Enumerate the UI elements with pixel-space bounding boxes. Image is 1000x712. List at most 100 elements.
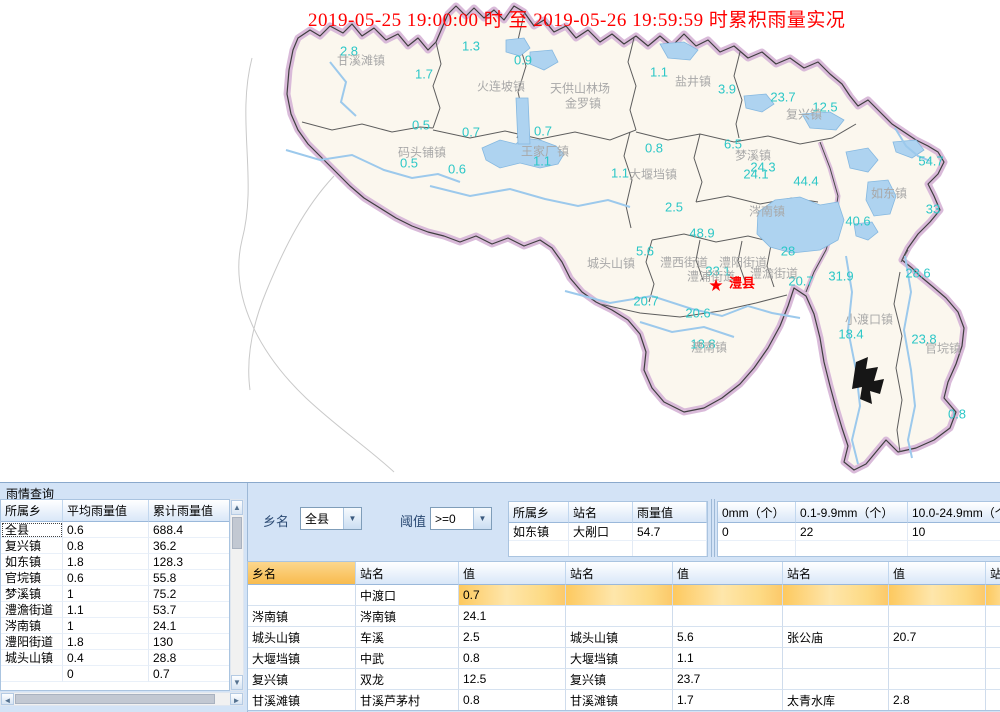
table-row[interactable]: 复兴镇 0.8 36.2 [1, 538, 229, 554]
rain-value-label: 18.4 [838, 326, 864, 342]
table-cell: 大堰垱镇 [248, 648, 356, 669]
scroll-thumb[interactable] [15, 694, 215, 704]
rain-value-label: 0.8 [947, 406, 967, 422]
scroll-down-button[interactable]: ▼ [231, 675, 243, 690]
table-row[interactable]: 官垸镇 0.6 55.8 [1, 570, 229, 586]
chevron-down-icon[interactable]: ▼ [343, 508, 361, 529]
column-header[interactable]: 所属乡 [1, 500, 63, 522]
table-cell: 12.5 [459, 669, 566, 690]
column-header[interactable]: 0mm（个） [718, 502, 796, 523]
column-header[interactable]: 累计雨量值 [149, 500, 229, 522]
town-name-label: 王家厂镇 [520, 144, 570, 159]
summary-vscrollbar[interactable]: ▲ ▼ [230, 499, 244, 691]
table-cell [889, 606, 986, 627]
column-header[interactable]: 值 [459, 562, 566, 585]
column-header[interactable]: 平均雨量值 [63, 500, 149, 522]
table-cell [986, 648, 1000, 669]
column-header[interactable]: 值 [889, 562, 986, 585]
town-name-label: 码头铺镇 [397, 145, 447, 160]
rain-value-label: 28.6 [905, 265, 931, 281]
table-row[interactable]: 大堰垱镇 中武 0.8 大堰垱镇 1.1 [248, 648, 1000, 669]
table-row[interactable]: 全县 0.6 688.4 [1, 522, 229, 538]
table-row[interactable]: 0 22 10 [718, 523, 1000, 541]
town-name-label: 澧阳街道 [718, 255, 768, 270]
rain-value-label: 24.3 [750, 159, 776, 175]
column-header[interactable]: 雨量值 [633, 502, 707, 523]
rain-value-label: 20.7 [788, 273, 814, 289]
table-cell: 10 [908, 523, 1000, 541]
header-row: 所属乡 站名 雨量值 [509, 502, 707, 523]
table-row[interactable]: 澧澹街道 1.1 53.7 [1, 602, 229, 618]
column-header[interactable]: 站名 [986, 562, 1000, 585]
rain-value-label: 1.1 [610, 165, 630, 181]
table-row[interactable] [509, 541, 707, 556]
table-cell: 5.6 [673, 627, 783, 648]
table-cell: 0 [63, 666, 149, 682]
table-cell: 澧阳街道 [1, 634, 63, 650]
rain-value-label: 0.9 [513, 52, 533, 68]
table-row[interactable]: 中渡口 0.7 [248, 585, 1000, 606]
column-header[interactable]: 乡名 [248, 562, 356, 585]
column-header[interactable]: 10.0-24.9mm（个） [908, 502, 1000, 523]
table-row[interactable]: 0 0.7 [1, 666, 229, 682]
table-row[interactable]: 复兴镇 双龙 12.5 复兴镇 23.7 [248, 669, 1000, 690]
table-row[interactable] [718, 541, 1000, 556]
township-boundaries [301, 13, 909, 453]
table-cell [673, 585, 783, 606]
table-cell: 城头山镇 [566, 627, 673, 648]
rain-value-label: 0.8 [644, 140, 664, 156]
table-row[interactable]: 梦溪镇 1 75.2 [1, 586, 229, 602]
town-select[interactable]: 全县 ▼ [300, 507, 362, 530]
table-cell: 2.5 [459, 627, 566, 648]
table-cell: 太青水库 [783, 690, 889, 710]
rain-value-label: 33 [925, 201, 941, 217]
threshold-select[interactable]: >=0 ▼ [430, 507, 492, 530]
county-name-label: 澧县 [728, 275, 756, 291]
table-cell: 36.2 [149, 538, 229, 554]
table-cell: 全县 [1, 522, 63, 538]
table-cell [673, 606, 783, 627]
summary-hscrollbar[interactable]: ◄ ► [0, 692, 244, 706]
rain-value-label: 33.1 [705, 263, 731, 279]
column-header[interactable]: 站名 [356, 562, 459, 585]
detail-table: 乡名站名值站名值站名值站名中渡口0.7涔南镇涔南镇24.1城头山镇车溪2.5城头… [247, 561, 1000, 711]
column-header[interactable]: 值 [673, 562, 783, 585]
scroll-right-button[interactable]: ► [230, 693, 243, 705]
rain-value-label: 1.7 [414, 66, 434, 82]
table-row[interactable]: 如东镇 大剐口 54.7 [509, 523, 707, 541]
table-cell: 涔南镇 [1, 618, 63, 634]
scroll-left-button[interactable]: ◄ [1, 693, 14, 705]
table-row[interactable]: 如东镇 1.8 128.3 [1, 554, 229, 570]
table-cell [796, 541, 908, 556]
scroll-thumb[interactable] [232, 517, 242, 549]
rain-query-panel: 雨情查询 所属乡 平均雨量值 累计雨量值 全县 0.6 688.4 复兴镇 0.8 36.2 如东… [0, 482, 1000, 712]
rain-value-label: 0.6 [447, 161, 467, 177]
table-cell: 复兴镇 [1, 538, 63, 554]
scroll-up-button[interactable]: ▲ [231, 500, 243, 515]
table-cell [248, 585, 356, 606]
column-header[interactable]: 站名 [783, 562, 889, 585]
table-row[interactable]: 涔南镇 1 24.1 [1, 618, 229, 634]
column-header[interactable]: 站名 [569, 502, 633, 523]
town-name-label: 天供山林场 [549, 81, 611, 96]
table-row[interactable]: 涔南镇 涔南镇 24.1 [248, 606, 1000, 627]
table-cell [783, 585, 889, 606]
table-cell: 涔南镇 [356, 606, 459, 627]
table-row[interactable]: 甘溪滩镇 甘溪芦茅村 0.8 甘溪滩镇 1.7 太青水库 2.8 [248, 690, 1000, 710]
column-header[interactable]: 所属乡 [509, 502, 569, 523]
column-header[interactable]: 站名 [566, 562, 673, 585]
table-row[interactable]: 城头山镇 0.4 28.8 [1, 650, 229, 666]
column-header[interactable]: 0.1-9.9mm（个） [796, 502, 908, 523]
table-cell [889, 648, 986, 669]
table-cell: 0.6 [63, 522, 149, 538]
town-name-label: 火连坡镇 [476, 79, 526, 94]
table-row[interactable]: 澧阳街道 1.8 130 [1, 634, 229, 650]
county-map-canvas[interactable] [0, 0, 1000, 482]
table-cell: 复兴镇 [248, 669, 356, 690]
table-cell [718, 541, 796, 556]
chevron-down-icon[interactable]: ▼ [473, 508, 491, 529]
map-view[interactable]: 2019-05-25 19:00:00 时 至 2019-05-26 19:59… [0, 0, 1000, 482]
table-row[interactable]: 城头山镇 车溪 2.5 城头山镇 5.6 张公庙 20.7 [248, 627, 1000, 648]
table-cell: 甘溪芦茅村 [356, 690, 459, 710]
rain-value-label: 5.6 [635, 243, 655, 259]
